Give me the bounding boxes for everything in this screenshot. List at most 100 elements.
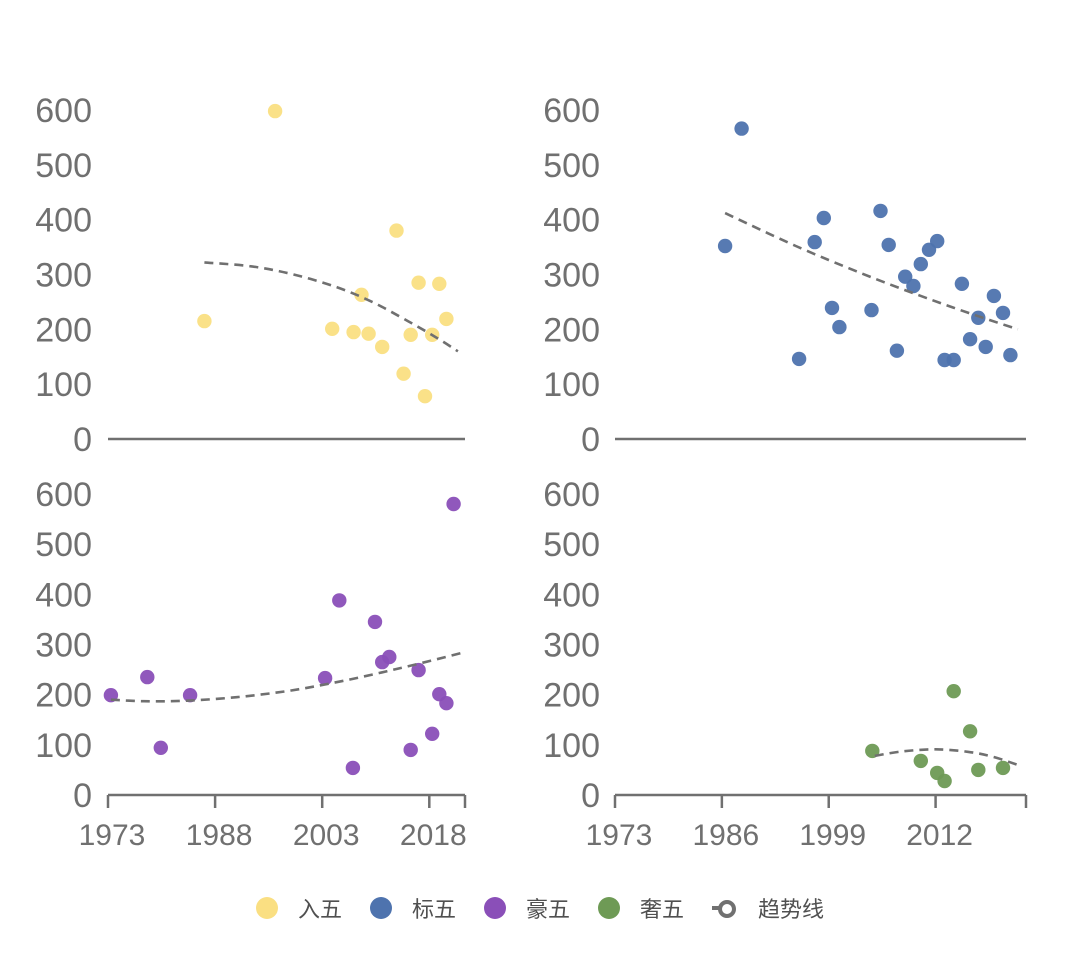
y-tick-label: 0 (581, 777, 600, 815)
y-tick-label: 500 (543, 526, 600, 564)
data-point[interactable] (946, 684, 961, 699)
data-point[interactable] (197, 313, 212, 329)
x-tick-label: 2003 (293, 819, 360, 852)
legend-label: 趋势线 (758, 898, 825, 923)
data-point[interactable] (182, 688, 198, 703)
data-point[interactable] (971, 762, 986, 778)
y-tick-label: 500 (543, 147, 600, 185)
data-point[interactable] (881, 237, 896, 253)
data-point[interactable] (346, 324, 361, 340)
legend-dot-icon (255, 897, 278, 919)
data-point[interactable] (995, 760, 1011, 776)
legend-label: 豪五 (525, 898, 570, 923)
y-tick-label: 400 (543, 202, 600, 240)
panel-biao-wu: 0 100 200 300 400 500 600 (543, 92, 1026, 459)
y-tick-label: 400 (35, 202, 92, 240)
y-tick-label: 500 (35, 147, 92, 185)
data-point[interactable] (962, 724, 978, 739)
legend-item-ru-wu[interactable]: 入五 (255, 892, 342, 924)
data-point[interactable] (913, 753, 928, 769)
data-point[interactable] (946, 352, 961, 368)
legend-item-biao-wu[interactable]: 标五 (369, 892, 456, 924)
data-point[interactable] (954, 276, 970, 291)
data-point[interactable] (317, 670, 333, 686)
data-point[interactable] (439, 311, 454, 327)
data-point[interactable] (913, 256, 928, 272)
y-tick-label: 0 (73, 777, 92, 815)
y-tick-label: 600 (35, 476, 92, 514)
trend-line (874, 747, 1019, 767)
legend-label: 入五 (297, 898, 342, 923)
data-point[interactable] (807, 234, 822, 250)
data-point[interactable] (816, 210, 831, 226)
trend-line (204, 261, 459, 353)
data-point[interactable] (403, 327, 418, 342)
data-point[interactable] (446, 496, 461, 512)
panel-ru-wu: 0 100 200 300 400 500 600 (35, 92, 465, 459)
data-point[interactable] (873, 203, 888, 219)
data-point[interactable] (995, 305, 1011, 321)
data-point[interactable] (889, 343, 905, 358)
data-point[interactable] (382, 649, 397, 665)
y-tick-label: 0 (581, 421, 600, 459)
data-point[interactable] (791, 351, 807, 367)
data-point[interactable] (411, 275, 426, 290)
y-tick-label: 600 (35, 92, 92, 130)
data-point[interactable] (906, 278, 921, 294)
y-tick-label: 0 (73, 421, 92, 459)
data-point[interactable] (375, 339, 390, 355)
data-point[interactable] (367, 614, 383, 630)
legend-dot-icon (598, 897, 620, 919)
data-point[interactable] (832, 319, 847, 335)
legend-dot-icon (369, 897, 392, 919)
data-point[interactable] (140, 669, 155, 685)
data-point[interactable] (978, 339, 993, 355)
data-point[interactable] (325, 321, 340, 336)
x-tick-label: 2012 (906, 819, 973, 852)
data-point[interactable] (332, 593, 347, 608)
legend-dot-icon (483, 897, 506, 919)
y-tick-label: 500 (35, 526, 92, 564)
data-point[interactable] (864, 302, 879, 318)
y-tick-label: 600 (543, 92, 600, 130)
legend-item-she-wu[interactable]: 奢五 (598, 892, 684, 924)
data-point[interactable] (439, 696, 454, 711)
y-tick-label: 200 (35, 311, 92, 349)
legend: 入五 标五 豪五 奢五 趋势线 (0, 888, 1080, 928)
y-tick-label: 300 (35, 627, 92, 665)
data-point[interactable] (361, 326, 376, 341)
legend-item-hao-wu[interactable]: 豪五 (483, 892, 570, 924)
x-tick-label: 1986 (692, 819, 759, 852)
data-point[interactable] (432, 276, 447, 291)
data-point[interactable] (824, 300, 840, 316)
data-point[interactable] (403, 742, 418, 758)
y-tick-label: 200 (35, 677, 92, 715)
legend-item-trendline[interactable]: 趋势线 (712, 892, 824, 924)
y-tick-label: 200 (543, 677, 600, 715)
data-point[interactable] (1003, 347, 1018, 363)
data-point[interactable] (734, 121, 749, 136)
data-point[interactable] (898, 269, 913, 284)
data-point[interactable] (345, 760, 361, 776)
data-point[interactable] (962, 332, 978, 347)
panel-she-wu: 0 100 200 300 400 500 600 1973 1986 1999 2012 (543, 476, 1028, 852)
panel-hao-wu: 0 100 200 300 400 500 600 1973 1988 2003 2018 (35, 476, 466, 852)
x-tick-label: 2018 (400, 819, 467, 852)
data-point[interactable] (937, 773, 952, 789)
data-point[interactable] (417, 389, 433, 404)
data-point[interactable] (717, 238, 733, 254)
data-point[interactable] (986, 288, 1002, 304)
y-tick-label: 400 (543, 576, 600, 614)
data-point[interactable] (971, 310, 986, 325)
data-point[interactable] (153, 740, 168, 755)
data-point[interactable] (411, 662, 426, 678)
y-tick-label: 600 (543, 476, 600, 514)
data-point[interactable] (396, 366, 411, 381)
data-point[interactable] (267, 103, 283, 119)
trendline-ring-icon (712, 897, 738, 919)
data-point[interactable] (389, 223, 404, 238)
data-point[interactable] (425, 726, 440, 741)
y-tick-label: 100 (35, 727, 92, 765)
data-point[interactable] (930, 233, 945, 249)
